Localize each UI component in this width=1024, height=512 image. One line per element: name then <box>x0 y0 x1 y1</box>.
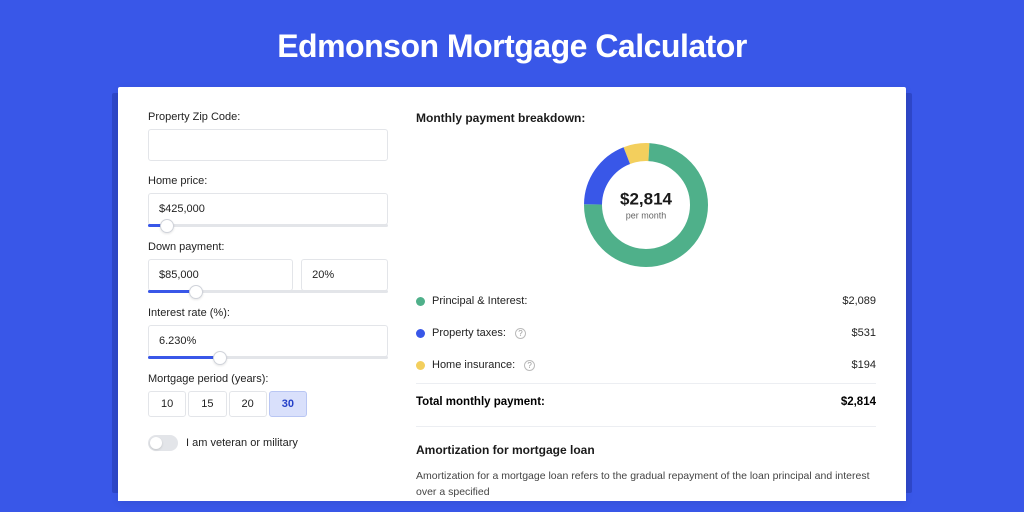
period-button-10[interactable]: 10 <box>148 391 186 417</box>
legend-label: Property taxes: <box>432 327 506 339</box>
legend-row: Home insurance:? $194 <box>416 349 876 381</box>
total-value: $2,814 <box>841 396 876 408</box>
page-title: Edmonson Mortgage Calculator <box>0 0 1024 87</box>
interest-rate-field: Interest rate (%): <box>148 307 388 359</box>
home-price-input[interactable] <box>148 193 388 225</box>
donut-center-value: $2,814 <box>620 190 672 210</box>
veteran-row: I am veteran or military <box>148 435 388 451</box>
home-price-label: Home price: <box>148 175 388 187</box>
interest-rate-slider[interactable] <box>148 356 388 359</box>
total-row: Total monthly payment: $2,814 <box>416 383 876 422</box>
donut-center-sub: per month <box>620 211 672 221</box>
veteran-label: I am veteran or military <box>186 437 298 449</box>
down-payment-pct-input[interactable] <box>301 259 388 291</box>
amortization-body: Amortization for a mortgage loan refers … <box>416 469 876 501</box>
down-payment-field: Down payment: <box>148 241 388 293</box>
legend-label: Principal & Interest: <box>432 295 527 307</box>
donut-container: $2,814 per month <box>416 137 876 285</box>
legend-value: $194 <box>852 359 876 371</box>
legend-value: $2,089 <box>842 295 876 307</box>
info-icon[interactable]: ? <box>515 328 526 339</box>
period-button-20[interactable]: 20 <box>229 391 267 417</box>
legend-dot <box>416 297 425 306</box>
donut-chart: $2,814 per month <box>584 143 708 267</box>
zip-input[interactable] <box>148 129 388 161</box>
legend-dot <box>416 361 425 370</box>
breakdown-title: Monthly payment breakdown: <box>416 111 876 125</box>
period-button-group: 10152030 <box>148 391 388 417</box>
amortization-title: Amortization for mortgage loan <box>416 443 876 457</box>
breakdown-column: Monthly payment breakdown: $2,814 per mo… <box>416 111 876 501</box>
zip-field: Property Zip Code: <box>148 111 388 161</box>
period-field: Mortgage period (years): 10152030 <box>148 373 388 417</box>
legend-row: Principal & Interest: $2,089 <box>416 285 876 317</box>
amortization-section: Amortization for mortgage loan Amortizat… <box>416 426 876 501</box>
interest-rate-label: Interest rate (%): <box>148 307 388 319</box>
legend-value: $531 <box>852 327 876 339</box>
period-label: Mortgage period (years): <box>148 373 388 385</box>
home-price-field: Home price: <box>148 175 388 227</box>
slider-thumb[interactable] <box>213 351 227 365</box>
slider-thumb[interactable] <box>189 285 203 299</box>
legend-row: Property taxes:? $531 <box>416 317 876 349</box>
veteran-toggle[interactable] <box>148 435 178 451</box>
total-label: Total monthly payment: <box>416 396 545 408</box>
period-button-15[interactable]: 15 <box>188 391 226 417</box>
slider-thumb[interactable] <box>160 219 174 233</box>
zip-label: Property Zip Code: <box>148 111 388 123</box>
period-button-30[interactable]: 30 <box>269 391 307 417</box>
down-payment-input[interactable] <box>148 259 293 291</box>
down-payment-slider[interactable] <box>148 290 388 293</box>
home-price-slider[interactable] <box>148 224 388 227</box>
down-payment-label: Down payment: <box>148 241 388 253</box>
legend-dot <box>416 329 425 338</box>
legend-label: Home insurance: <box>432 359 515 371</box>
calculator-card: Property Zip Code: Home price: Down paym… <box>118 87 906 501</box>
toggle-knob <box>150 437 162 449</box>
info-icon[interactable]: ? <box>524 360 535 371</box>
interest-rate-input[interactable] <box>148 325 388 357</box>
inputs-column: Property Zip Code: Home price: Down paym… <box>148 111 388 501</box>
legend-list: Principal & Interest: $2,089 Property taxe… <box>416 285 876 381</box>
